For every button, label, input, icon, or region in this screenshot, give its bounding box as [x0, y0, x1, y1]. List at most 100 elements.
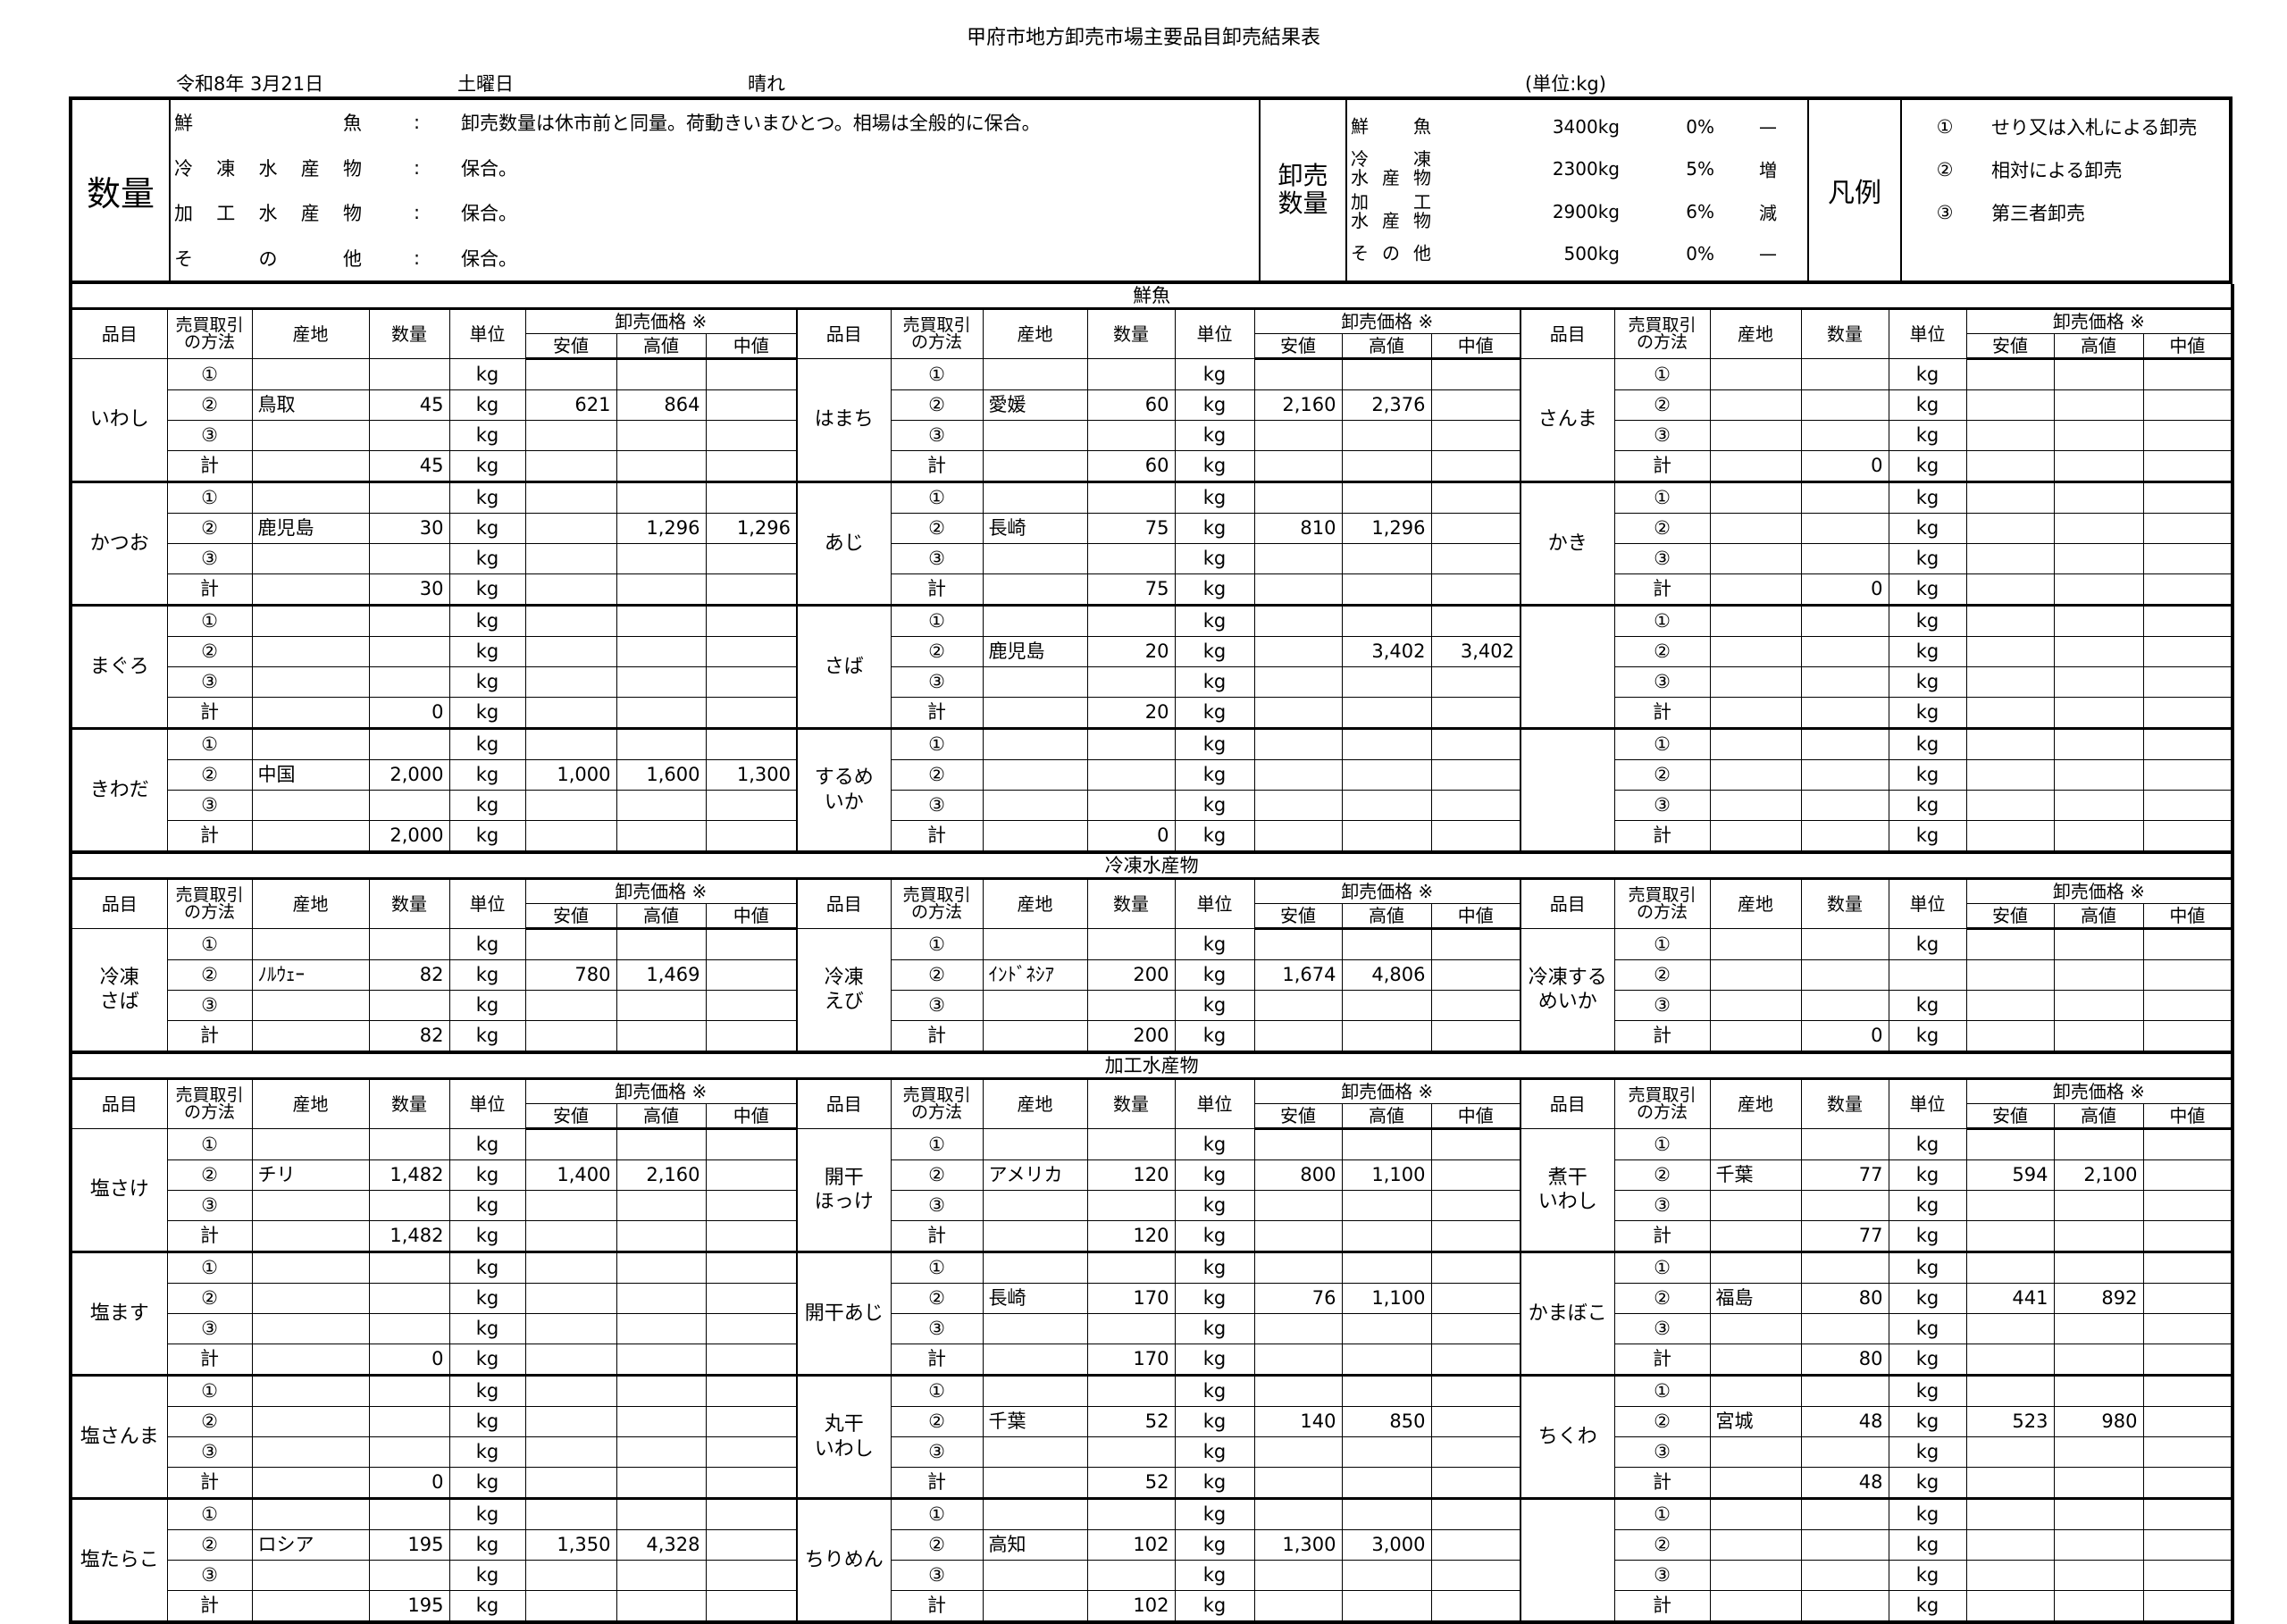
header-origin: 産地 [251, 878, 370, 929]
item-name: かつお [70, 481, 168, 606]
quantity: 0 [368, 1467, 450, 1499]
price-mid [705, 1467, 798, 1499]
header-high: 高値 [616, 903, 707, 930]
origin: ｲﾝﾄﾞﾈｼｱ [982, 959, 1088, 991]
origin [251, 450, 370, 482]
price-high [616, 1190, 707, 1221]
quantity [1800, 990, 1889, 1021]
item-name: 塩たらこ [70, 1497, 168, 1623]
price-mid [2142, 759, 2233, 791]
header-method-line: 売買取引 [902, 315, 971, 335]
price-mid [1430, 604, 1521, 637]
trade-method: ② [1613, 389, 1711, 421]
header-low: 安値 [524, 903, 617, 930]
header-method-line: 売買取引 [175, 315, 244, 335]
table-row: ③ kg ③ kg ③ kg [71, 990, 2233, 1021]
unit: kg [448, 1467, 526, 1499]
price-low [1253, 1313, 1343, 1344]
price-mid [705, 820, 798, 853]
header-method-line: の方法 [1636, 1102, 1688, 1122]
trade-method: ① [890, 1374, 984, 1407]
trade-method: ③ [890, 990, 984, 1021]
price-low [1253, 450, 1343, 482]
origin: ロシア [251, 1529, 370, 1561]
price-mid [705, 543, 798, 574]
price-mid [2142, 959, 2233, 991]
price-high [616, 450, 707, 482]
unit: kg [1888, 820, 1967, 853]
price-high [2053, 928, 2144, 960]
trade-method: ② [166, 1406, 253, 1437]
price-high [1341, 727, 1432, 760]
quantity: 77 [1800, 1159, 1889, 1191]
trade-method: 計 [166, 820, 253, 853]
price-low [1965, 1436, 2055, 1468]
price-high [2053, 358, 2144, 390]
price-low [1253, 573, 1343, 606]
header-price: 卸売価格 ※ [524, 878, 798, 904]
header-unit: 単位 [1888, 1078, 1967, 1129]
price-high [2053, 636, 2144, 667]
origin: 高知 [982, 1529, 1088, 1561]
trade-method: ③ [1613, 1560, 1711, 1591]
price-high: 4,806 [1341, 959, 1432, 991]
note-text: 卸売数量は休市前と同量。荷動きいまひとつ。相場は全般的に保合。 [461, 113, 1041, 135]
price-high [616, 1374, 707, 1407]
section-title: 鮮魚 [70, 284, 2233, 310]
trade-method: ② [890, 959, 984, 991]
table-row: ③ kg ③ kg ③ kg [71, 1313, 2233, 1344]
summary-box: 数量 鮮魚: 卸売数量は休市前と同量。荷動きいまひとつ。相場は全般的に保合。 冷凍… [69, 96, 2233, 284]
price-high [2053, 1128, 2144, 1160]
origin [1709, 481, 1802, 514]
header-item: 品目 [796, 878, 892, 929]
quantity [368, 420, 450, 451]
unit: kg [1888, 1190, 1967, 1221]
quantity [368, 604, 450, 637]
header-method: 売買取引 の方法 [890, 308, 984, 359]
price-mid [705, 450, 798, 482]
price-low [1965, 1190, 2055, 1221]
header-low: 安値 [1965, 903, 2055, 930]
quantity [1800, 420, 1889, 451]
origin [251, 573, 370, 606]
trade-method: ① [890, 928, 984, 960]
header-qty: 数量 [368, 878, 450, 929]
unit: kg [448, 666, 526, 698]
trade-method: ① [890, 1251, 984, 1284]
quantity [368, 1436, 450, 1468]
price-low [1253, 1190, 1343, 1221]
unit: kg [1174, 604, 1255, 637]
quantity [368, 1313, 450, 1344]
price-high [616, 1467, 707, 1499]
quantity [1800, 666, 1889, 698]
price-high [616, 727, 707, 760]
price-low [1253, 1497, 1343, 1530]
origin [982, 573, 1088, 606]
quantity [368, 543, 450, 574]
price-mid [705, 1283, 798, 1314]
table-row: 計 30 kg 計 75 kg 計 0 kg [71, 573, 2233, 606]
unit: kg [1888, 1436, 1967, 1468]
quantity [1086, 481, 1176, 514]
price-high [2053, 543, 2144, 574]
quantity [1800, 604, 1889, 637]
table-row: ② 鳥取 45 kg 621 864 ② 愛媛 60 kg 2,160 2,376 ② kg [71, 389, 2233, 421]
trade-method: ③ [1613, 543, 1711, 574]
header-mid: 中値 [705, 333, 798, 360]
trade-method: 計 [1613, 697, 1711, 729]
price-high [616, 1436, 707, 1468]
header-qty: 数量 [1800, 308, 1889, 359]
header-price: 卸売価格 ※ [1965, 308, 2233, 334]
unit: kg [448, 1190, 526, 1221]
item-name: 開干あじ [796, 1251, 892, 1376]
origin [982, 1128, 1088, 1160]
price-low [1253, 604, 1343, 637]
unit: kg [1174, 990, 1255, 1021]
price-high [2053, 481, 2144, 514]
price-low [524, 513, 617, 544]
price-mid [1430, 959, 1521, 991]
price-low [524, 790, 617, 821]
header-unit: 単位 [1174, 308, 1255, 359]
price-mid [705, 1313, 798, 1344]
trade-method: ③ [890, 420, 984, 451]
